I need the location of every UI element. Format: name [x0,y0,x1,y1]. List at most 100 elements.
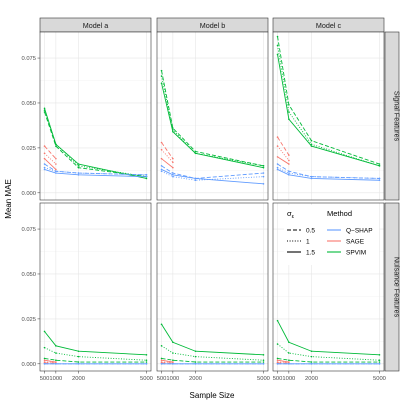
epsilon-subscript: ε [292,214,295,220]
data-point [43,152,46,155]
data-point [378,363,381,365]
data-point [262,183,265,185]
data-point [55,143,57,146]
data-point [194,355,197,358]
data-point [288,111,290,113]
panel-border [156,202,269,372]
data-point [43,157,46,160]
data-point [160,157,163,160]
data-point [378,165,381,167]
y-tick-label: 0.050 [21,101,36,107]
data-point [310,175,313,178]
data-point [288,154,290,156]
data-point [55,163,57,165]
data-point [378,359,381,362]
data-point [310,361,313,363]
series-line-spvim-sigma-1 [161,345,264,361]
x-tick-label: 500 [157,376,167,382]
data-point [262,165,265,167]
data-point [77,355,80,358]
data-point [288,118,290,120]
legend-method-label: Q−SHAP [346,227,373,234]
data-point [77,163,80,165]
data-point [288,363,290,365]
data-point [43,357,46,360]
data-point [145,174,148,176]
column-strip-label: Model a [83,21,109,30]
series-line-q-shap-sigma-1 [277,167,380,179]
series-line-spvim-sigma-0.5 [44,111,147,178]
series-line-q-shap-sigma-1.5 [277,169,380,181]
data-point [172,359,174,362]
legend-background [284,205,379,265]
data-point [378,361,381,363]
x-tick-label: 5000 [140,376,153,382]
plot-background [40,203,151,371]
x-tick-label: 2000 [305,376,318,382]
series-line-sage-sigma-0.5 [161,142,174,159]
data-point [194,179,197,182]
legend: σε 0.5 1 1.5 Method Q−SHAP SAGE SPVIM [284,205,379,265]
data-point [77,174,80,176]
data-point [288,352,290,354]
data-point [55,157,57,160]
data-point [160,359,163,362]
y-tick-label: 0.000 [21,362,36,368]
data-point [194,350,197,353]
series-line-q-shap-sigma-0.5 [277,163,380,179]
series-line-spvim-sigma-1.5 [44,331,147,356]
series-line-sage-sigma-1.5 [277,359,289,363]
series-line-q-shap-sigma-1.5 [44,169,147,178]
data-point [77,172,80,174]
data-point [288,159,290,162]
plot-background [157,203,268,371]
y-tick-label: 0.025 [21,146,36,152]
y-tick-label: 0.025 [21,317,36,323]
data-point [77,363,80,365]
series-line-spvim-sigma-1.5 [161,324,264,356]
x-tick-label: 5000 [373,376,386,382]
data-point [310,177,313,180]
data-point [160,168,163,171]
data-point [276,163,279,165]
data-point [43,346,46,349]
data-point [55,363,57,365]
data-point [172,341,174,344]
series-line-spvim-sigma-0.5 [277,357,380,363]
data-point [77,166,80,169]
data-point [288,163,290,165]
series-line-sage-sigma-1 [277,145,290,161]
data-point [288,170,290,173]
series-line-spvim-sigma-1.5 [161,83,264,169]
legend-sigma-label: 1 [306,238,310,245]
series-line-sage-sigma-1.5 [44,158,57,170]
series-line-sage-sigma-1 [44,152,57,165]
data-point [172,166,174,169]
series-line-sage-sigma-1.5 [161,158,174,169]
data-point [310,139,313,142]
data-point [262,175,265,178]
legend-method-label: SPVIM [346,249,366,256]
data-point [276,168,279,171]
data-point [310,350,313,353]
data-point [172,172,174,174]
data-point [194,361,197,363]
panel-border [272,31,385,201]
data-point [43,145,46,147]
data-point [55,352,57,354]
legend-method-title: Method [327,209,352,218]
data-point [276,145,279,147]
data-point [160,363,163,365]
data-point [43,168,46,171]
series-line-sage-sigma-0.5 [44,145,57,159]
data-point [43,111,46,113]
row-strip [384,202,400,372]
data-point [288,359,290,362]
series-line-q-shap-sigma-0.5 [161,165,264,179]
legend-sigma-label: 1.5 [306,249,315,256]
data-point [160,69,163,72]
data-point [160,357,163,360]
data-point [310,145,313,147]
y-tick-label: 0.050 [21,272,36,278]
data-point [262,363,265,365]
